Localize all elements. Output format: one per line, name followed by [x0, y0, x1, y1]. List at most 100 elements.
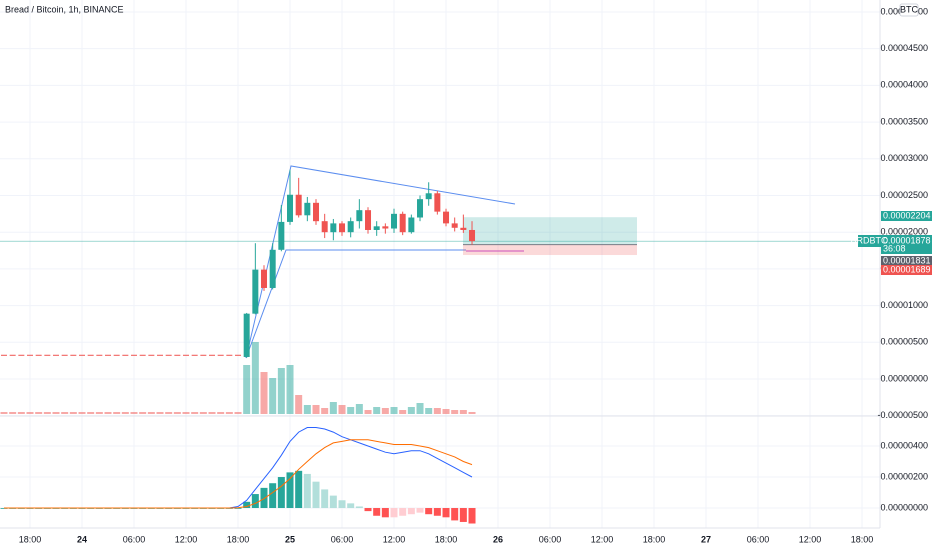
macd-histogram-bar	[234, 508, 242, 509]
volume-bar	[433, 408, 441, 414]
volume-bar	[364, 410, 372, 414]
volume-bar	[286, 365, 294, 414]
x-tick-label: 06:00	[331, 534, 354, 544]
candle-body	[451, 223, 458, 228]
macd-histogram-bar	[459, 508, 467, 522]
candle-body	[443, 211, 450, 224]
y-tick-label: 0.00002000	[880, 227, 928, 237]
macd-histogram-bar	[407, 508, 415, 515]
candle-body	[252, 269, 259, 314]
candle-body	[235, 354, 242, 356]
volume-bar	[225, 412, 233, 414]
y-tick-label: 0.00001000	[880, 300, 928, 310]
macd-histogram-bar	[373, 508, 381, 516]
macd-histogram-bar	[269, 483, 277, 509]
y-tick-label: 0.00003000	[880, 153, 928, 163]
position-tool	[0, 217, 880, 256]
volume-bar	[269, 378, 277, 414]
volume-bar	[355, 404, 363, 414]
macd-histogram-bar	[295, 470, 303, 509]
candle-body	[261, 269, 268, 288]
x-tick-label: 12:00	[799, 534, 822, 544]
macd-histogram-bar	[416, 508, 424, 513]
candle-body	[382, 226, 389, 229]
signal-line	[4, 439, 473, 509]
volume-bar	[121, 412, 129, 414]
macd-histogram-bar	[338, 500, 346, 509]
x-tick-label: 06:00	[539, 534, 562, 544]
candle-body	[139, 354, 146, 356]
candle-body	[321, 221, 328, 233]
volume-bar	[17, 412, 25, 414]
volume-bar	[35, 412, 43, 414]
volume-bar	[147, 412, 155, 414]
x-tick-label: 24	[77, 534, 87, 544]
x-tick-label: 18:00	[851, 534, 874, 544]
volume-bar	[277, 368, 285, 414]
price-label: 0.00001689	[883, 264, 931, 274]
loss-zone	[463, 244, 637, 256]
candle-body	[347, 221, 354, 233]
candle-body	[226, 354, 233, 356]
candle-body	[339, 223, 346, 233]
macd-histogram-bar	[442, 508, 450, 518]
y2-tick-label: 0.00000400	[880, 440, 928, 450]
candle-body	[35, 354, 42, 356]
candle-body	[425, 193, 432, 200]
volume-bar	[199, 412, 207, 414]
volume-bar	[321, 408, 329, 414]
candle-body	[209, 354, 216, 356]
x-tick-label: 12:00	[591, 534, 614, 544]
price-label: 0.00001831	[883, 255, 931, 265]
axes: 18:00 24 06:00 12:00 18:00 25 06:00 12:00 18:00 2…	[19, 3, 932, 544]
volume-bar	[243, 365, 251, 414]
candle-body	[217, 354, 224, 356]
volume-bar	[95, 412, 103, 414]
candle-body	[295, 194, 302, 216]
volume-bar	[338, 405, 346, 414]
macd-histogram-bar	[364, 508, 372, 512]
x-tick-label: 06:00	[747, 534, 770, 544]
volume-bar	[130, 412, 138, 414]
symbol-label: BRDBTC	[850, 235, 888, 245]
price-label: 0.00001878	[883, 235, 931, 245]
macd-histogram-bar	[260, 487, 268, 509]
price-label: 0.00002204	[883, 210, 931, 220]
price-label-bg	[881, 265, 932, 275]
candle-body	[365, 210, 372, 230]
volume-bar	[87, 412, 95, 414]
volume-bar	[251, 342, 259, 414]
candle-body	[174, 354, 181, 356]
candle-body	[183, 354, 190, 356]
macd-histogram-bar	[329, 495, 337, 509]
macd-histogram-bar	[355, 506, 363, 509]
volume-bar	[329, 402, 337, 414]
y-tick-label: 0.00000500	[880, 337, 928, 347]
volume-bar	[407, 407, 415, 414]
candle-body	[18, 354, 25, 356]
candle-body	[165, 354, 172, 356]
volume-bar	[373, 407, 381, 414]
x-tick-label: 27	[701, 534, 711, 544]
macd-histogram-bar	[286, 472, 294, 509]
candle-body	[148, 354, 155, 356]
volume-bar	[52, 412, 60, 414]
volume-bar	[173, 412, 181, 414]
candle-body	[408, 217, 415, 233]
macd-histogram-bar	[312, 481, 320, 509]
candle-body	[87, 354, 94, 356]
volume-bar	[165, 412, 173, 414]
macd-histogram-bar	[399, 508, 407, 516]
candle-body	[113, 354, 120, 356]
candle-body	[96, 354, 103, 356]
candle-body	[53, 354, 60, 356]
volume-bar	[416, 403, 424, 414]
candle-body	[131, 354, 138, 356]
x-tick-label: 12:00	[175, 534, 198, 544]
candle-body	[399, 213, 406, 233]
y-tick-label: 0.00002500	[880, 190, 928, 200]
volume-bar	[442, 409, 450, 414]
y2-tick-label: 0.00000200	[880, 471, 928, 481]
profit-zone	[463, 217, 637, 245]
